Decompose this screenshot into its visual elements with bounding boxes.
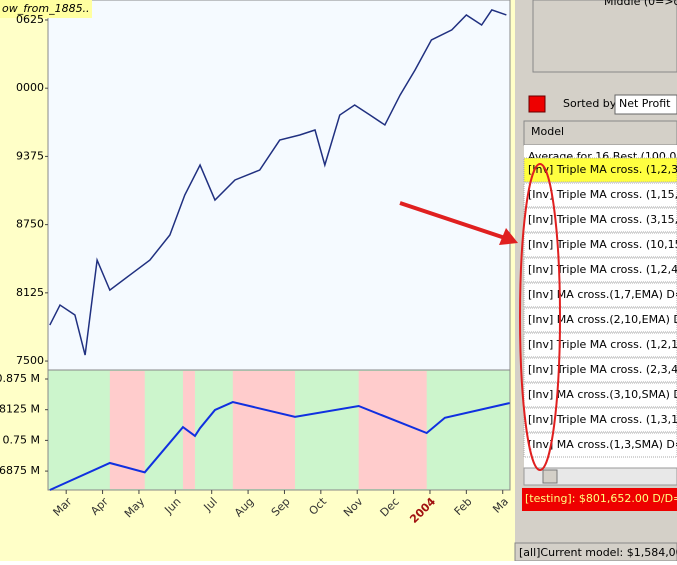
scrollbar[interactable] xyxy=(523,467,677,486)
price-pane xyxy=(47,0,511,371)
sort-combo[interactable] xyxy=(614,94,677,115)
y-tick-label: 0000 xyxy=(16,81,44,94)
color-button[interactable] xyxy=(528,95,546,113)
model-name: [Inv] MA cross.(3,10,SMA) D=2 xyxy=(528,388,677,401)
model-name: [Inv] MA cross.(1,7,EMA) D=2.0 xyxy=(528,288,677,301)
scroll-thumb[interactable] xyxy=(542,469,558,484)
sorted-by: Sorted by xyxy=(563,97,617,110)
model-name: [Inv] MA cross.(2,10,EMA) D=2 xyxy=(528,313,677,326)
model-name: [Inv] Triple MA cross. (1,2,10,EI xyxy=(528,338,677,351)
top-label: Middle (0=>dec xyxy=(604,0,677,8)
model-name: [Inv] Triple MA cross. (1,15,20,S xyxy=(528,188,677,201)
model-name: [Inv] Triple MA cross. (2,3,4,EM xyxy=(528,363,677,376)
price-line xyxy=(49,9,507,356)
footer-text: [all]Current model: $1,584,000 xyxy=(519,546,677,559)
model-row[interactable] xyxy=(523,357,677,383)
model-row[interactable] xyxy=(523,407,677,433)
loss-region xyxy=(232,371,296,489)
sort-field: Net Profit xyxy=(619,97,671,110)
y-tick-label: 0.75 M xyxy=(3,433,40,446)
loss-region xyxy=(109,371,145,489)
y-tick-label: 0.875 M xyxy=(0,372,40,385)
model-row[interactable] xyxy=(523,307,677,333)
model-row[interactable] xyxy=(523,257,677,283)
status-bar xyxy=(522,488,677,511)
model-row[interactable] xyxy=(523,332,677,358)
arrow-head xyxy=(499,228,518,245)
model-row[interactable] xyxy=(523,282,677,308)
column-header[interactable] xyxy=(523,120,677,146)
model-row[interactable] xyxy=(523,182,677,208)
y-tick-label: 8750 xyxy=(16,218,44,231)
equity-curve xyxy=(49,401,510,491)
model-name: [Inv] Triple MA cross. (1,2,3,SM xyxy=(528,163,677,176)
settings-box xyxy=(532,0,677,73)
column-title: Model xyxy=(531,125,564,138)
loss-region xyxy=(182,371,195,489)
arrow-shaft xyxy=(399,201,506,240)
highlight-ellipse xyxy=(519,163,561,471)
y-tick-label: 9375 xyxy=(16,149,44,162)
model-row[interactable] xyxy=(523,382,677,408)
model-name: [Inv] Triple MA cross. (10,15,20 xyxy=(528,238,677,251)
y-tick-label: 0625 xyxy=(16,13,44,26)
model-name: [Inv] Triple MA cross. (1,2,4,SM xyxy=(528,263,677,276)
window-title: ow_from_1885.. xyxy=(2,2,90,15)
model-name: [Inv] Triple MA cross. (3,15,20,S xyxy=(528,213,677,226)
status-text: [testing]: $801,652.00 D/D=$15 xyxy=(525,492,677,505)
model-row[interactable] xyxy=(523,207,677,233)
title-tab xyxy=(0,0,92,18)
model-name: [Inv] MA cross.(1,3,SMA) D=2.0 xyxy=(528,438,677,451)
y-tick-label: 8125 xyxy=(16,286,44,299)
model-row[interactable] xyxy=(523,232,677,258)
loss-region xyxy=(358,371,427,489)
y-tick-label: 0.6875 M xyxy=(0,464,40,477)
y-tick-label: 7500 xyxy=(16,354,44,367)
y-tick-label: 0.8125 M xyxy=(0,403,40,416)
model-name: [Inv] Triple MA cross. (1,3,10,SI xyxy=(528,413,677,426)
model-row[interactable] xyxy=(523,157,677,183)
